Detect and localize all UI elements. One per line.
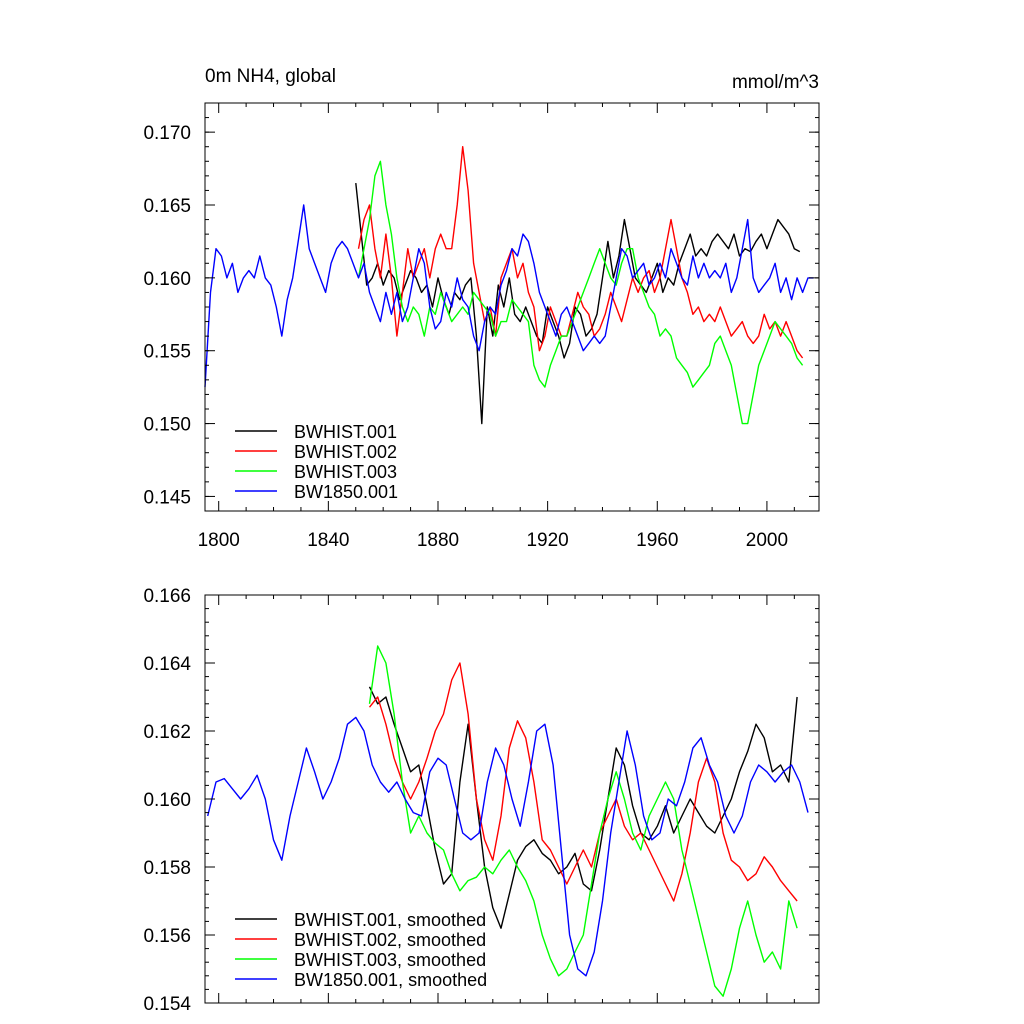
y-tick-label: 0.165: [143, 196, 191, 217]
legend-label: BW1850.001, smoothed: [294, 970, 487, 990]
y-tick-label: 0.145: [143, 487, 191, 508]
x-tick-label: 1800: [198, 530, 240, 551]
y-tick-label: 0.154: [143, 994, 191, 1015]
series-line-1-3: [207, 716, 809, 977]
legend-label: BWHIST.002: [294, 442, 397, 462]
chart-title: 0m NH4, global: [205, 66, 336, 87]
y-tick-label: 0.160: [143, 790, 191, 811]
y-tick-label: 0.170: [143, 123, 191, 144]
legend-label: BWHIST.001, smoothed: [294, 910, 486, 930]
series-line-1-2: [368, 645, 798, 997]
series-line-0-0: [355, 183, 801, 425]
y-tick-label: 0.158: [143, 858, 191, 879]
legend-label: BWHIST.003: [294, 462, 397, 482]
y-tick-label: 0.166: [143, 586, 191, 607]
y-tick-label: 0.162: [143, 722, 191, 743]
legend-label: BWHIST.001: [294, 422, 397, 442]
legend-label: BWHIST.002, smoothed: [294, 930, 486, 950]
series-line-0-3: [204, 204, 814, 388]
x-tick-label: 1920: [526, 530, 568, 551]
units-label: mmol/m^3: [732, 72, 819, 93]
y-tick-label: 0.150: [143, 415, 191, 436]
top-panel: 0.145 0.150 0.155 0.160 0.165 0.170 1800 1840 18…: [143, 66, 820, 551]
y-tick-label: 0.156: [143, 926, 191, 947]
legend-label: BW1850.001: [294, 482, 398, 502]
legend-label: BWHIST.003, smoothed: [294, 950, 486, 970]
series-line-0-2: [357, 160, 804, 425]
y-tick-label: 0.155: [143, 342, 191, 363]
y-tick-label: 0.164: [143, 654, 191, 675]
x-tick-label: 2000: [746, 530, 788, 551]
y-tick-label: 0.160: [143, 269, 191, 290]
series-line-1-0: [368, 686, 798, 929]
x-tick-label: 1960: [636, 530, 678, 551]
series-line-1-1: [368, 662, 798, 902]
x-tick-label: 1840: [307, 530, 349, 551]
bottom-panel: 0.154 0.156 0.158 0.160 0.162 0.164 0.166 BWHIS…: [143, 586, 820, 1015]
x-tick-label: 1880: [417, 530, 459, 551]
